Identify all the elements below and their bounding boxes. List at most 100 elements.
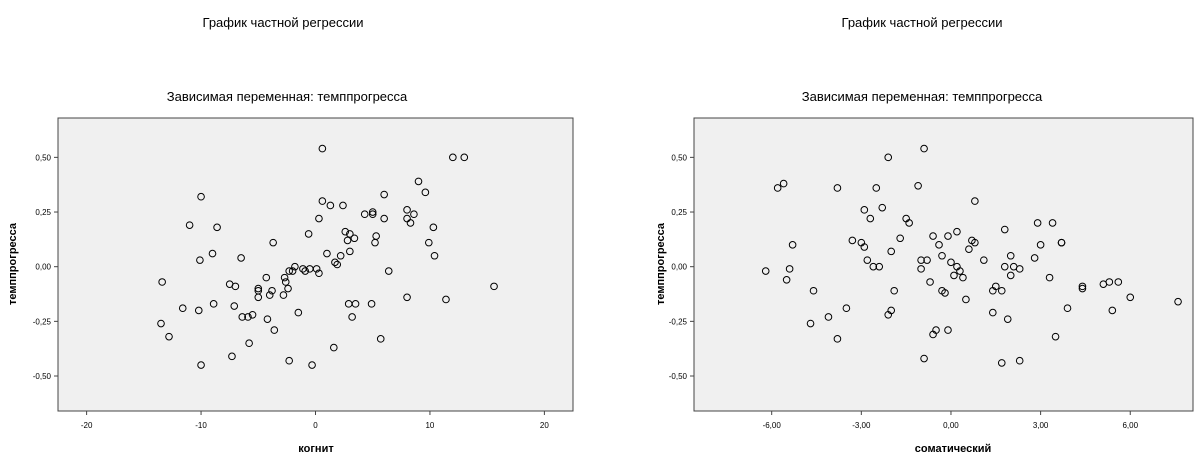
data-point [254, 293, 263, 302]
data-point [244, 313, 252, 321]
data-point [1057, 238, 1066, 247]
data-point [860, 206, 869, 214]
data-point [238, 313, 247, 321]
data-point [1048, 219, 1057, 227]
y-tick-label: 0,00 [671, 263, 687, 272]
data-point [1045, 273, 1054, 282]
x-tick-label: -10 [195, 421, 207, 430]
data-point [429, 223, 438, 232]
data-point [403, 293, 411, 302]
data-point [348, 313, 356, 321]
x-tick-label: 0,00 [943, 421, 959, 430]
data-point [962, 295, 970, 304]
data-point [824, 313, 833, 321]
y-tick-label: -0,25 [33, 317, 52, 326]
data-point [268, 286, 276, 295]
data-point [848, 236, 857, 245]
data-point [315, 269, 323, 278]
chart-subtitle: Зависимая переменная: темппрогресса [167, 89, 408, 104]
data-point [905, 219, 913, 227]
data-point [318, 144, 327, 153]
data-point [208, 249, 217, 258]
data-point [460, 153, 469, 162]
data-points [157, 144, 498, 369]
y-axis-label: темппрогресса [655, 222, 667, 305]
data-point [860, 243, 869, 251]
data-point [965, 245, 973, 253]
data-point [1003, 315, 1012, 323]
data-point [980, 256, 988, 264]
data-point [1114, 278, 1123, 286]
data-point [262, 273, 271, 282]
data-point [944, 326, 952, 334]
data-point [1030, 254, 1039, 262]
data-point [1015, 356, 1024, 365]
data-point [304, 230, 313, 238]
data-point [331, 258, 339, 267]
data-point [414, 177, 423, 186]
data-point [950, 271, 958, 280]
data-point [490, 282, 498, 291]
data-point [1006, 271, 1015, 280]
data-point [368, 210, 377, 219]
data-point [788, 241, 797, 249]
data-point [231, 282, 240, 291]
data-point [1063, 304, 1072, 313]
data-point [1000, 225, 1009, 234]
data-point [1108, 306, 1117, 315]
data-point [284, 284, 292, 293]
data-point [285, 356, 293, 365]
y-ticks: 0,50 0,25 0,00 -0,25 -0,50 [33, 153, 58, 381]
data-point [1033, 219, 1042, 227]
data-point [842, 304, 851, 313]
x-axis-label: когнит [298, 443, 334, 455]
data-point [197, 361, 205, 369]
data-point [941, 289, 949, 297]
data-point [953, 227, 961, 236]
y-ticks: 0,50 0,25 0,00 -0,25 -0,50 [669, 153, 694, 381]
data-point [442, 295, 450, 304]
data-point [380, 190, 388, 199]
y-tick-label: -0,25 [669, 317, 688, 326]
data-point [878, 203, 887, 212]
data-point [782, 276, 791, 284]
data-point [887, 247, 896, 256]
data-point [1051, 332, 1060, 341]
y-tick-label: 0,25 [35, 208, 51, 217]
data-point [425, 238, 433, 247]
plot-area [693, 117, 1194, 412]
data-point [237, 254, 245, 262]
data-point [318, 197, 327, 205]
data-point [833, 335, 842, 343]
data-point [1078, 282, 1087, 291]
data-point [330, 343, 338, 352]
data-point [343, 236, 352, 245]
data-point [884, 153, 893, 162]
data-point [380, 214, 388, 223]
data-point [336, 251, 345, 260]
y-axis-label: темппрогресса [7, 222, 19, 305]
chart-title: График частной регрессии [842, 15, 1003, 30]
data-point [384, 267, 393, 275]
data-point [197, 192, 205, 201]
data-point [291, 262, 299, 271]
data-point [213, 223, 221, 232]
data-point [339, 201, 347, 210]
chart-svg: График частной регрессии Зависимая перем… [7, 15, 574, 455]
data-point [228, 352, 236, 361]
data-point [230, 302, 239, 310]
data-point [315, 214, 323, 223]
data-point [1126, 293, 1135, 302]
data-point [863, 256, 872, 264]
partial-regression-chart-somatic: График частной регрессии Зависимая перем… [601, 0, 1201, 456]
data-point [209, 300, 218, 308]
data-point [403, 206, 411, 214]
data-point [323, 249, 331, 258]
x-tick-label: 20 [540, 421, 549, 430]
data-point [866, 214, 875, 223]
data-point [157, 319, 165, 328]
data-point [779, 179, 788, 188]
data-point [360, 210, 369, 219]
data-point [890, 286, 898, 295]
data-point [997, 286, 1006, 295]
